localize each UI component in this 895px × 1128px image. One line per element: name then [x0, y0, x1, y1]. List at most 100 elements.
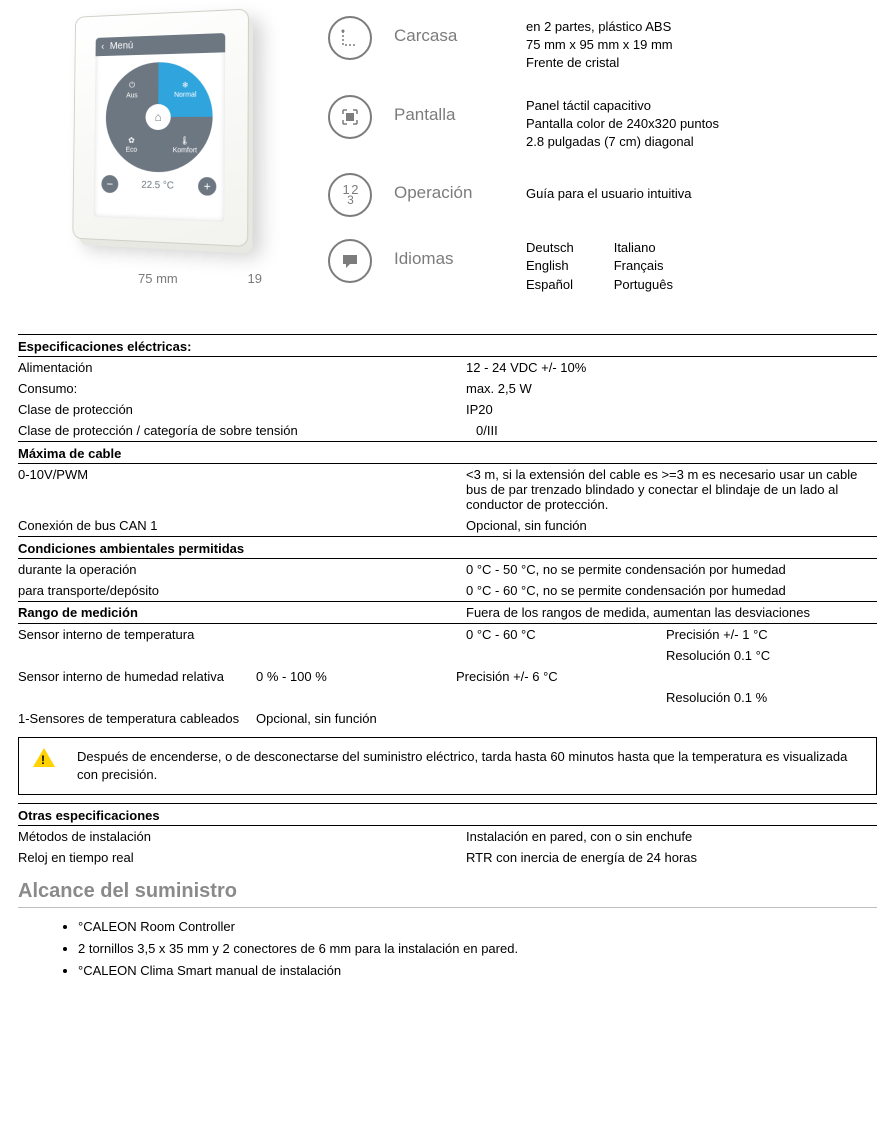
feature-desc: en 2 partes, plástico ABS 75 mm x 95 mm …	[526, 16, 673, 73]
feature-title: Idiomas	[394, 239, 504, 269]
lang-item: Italiano	[614, 239, 673, 257]
spec-label: Clase de protección / categoría de sobre…	[18, 423, 458, 438]
desc-line: en 2 partes, plástico ABS	[526, 18, 673, 36]
spec-label: Métodos de instalación	[18, 829, 458, 844]
spec-value: <3 m, si la extensión del cable es >=3 m…	[458, 467, 877, 512]
temperature-value: 22.5 °C	[141, 179, 174, 191]
spec-value: Instalación en pared, con o sin enchufe	[458, 829, 877, 844]
speech-icon	[328, 239, 372, 283]
languages-list: Deutsch English Español Italiano Françai…	[526, 239, 673, 294]
spec-value	[458, 690, 658, 705]
spec-label: Reloj en tiempo real	[18, 850, 458, 865]
spec-value: Opcional, sin función	[458, 518, 877, 533]
spec-label	[18, 648, 458, 663]
feature-desc: Guía para el usuario intuitiva	[526, 173, 691, 203]
spec-label: 0-10V/PWM	[18, 467, 458, 512]
spec-value: RTR con inercia de energía de 24 horas	[458, 850, 877, 865]
steps-icon: 1 23	[328, 173, 372, 217]
spec-headnote: Fuera de los rangos de medida, aumentan …	[458, 605, 877, 620]
dimension-width: 75 mm	[138, 271, 178, 286]
spec-ambient: Condiciones ambientales permitidas duran…	[18, 537, 877, 602]
spec-extra: Precisión +/- 6 °C	[448, 669, 877, 684]
spec-label: Alimentación	[18, 360, 458, 375]
lang-item: Français	[614, 257, 673, 275]
desc-line: 2.8 pulgadas (7 cm) diagonal	[526, 133, 719, 151]
spec-label: Clase de protección	[18, 402, 458, 417]
spec-label: durante la operación	[18, 562, 458, 577]
lang-item: English	[526, 257, 574, 275]
dimensions-icon	[328, 16, 372, 60]
note-text: Después de encenderse, o de desconectars…	[77, 749, 847, 782]
feature-carcasa: Carcasa en 2 partes, plástico ABS 75 mm …	[328, 16, 877, 73]
thermostat-header: ‹ Menú	[96, 33, 226, 56]
spec-other: Otras especificaciones Métodos de instal…	[18, 803, 877, 868]
plus-button: +	[198, 177, 216, 196]
feature-operacion: 1 23 Operación Guía para el usuario intu…	[328, 173, 877, 217]
section-heading: Máxima de cable	[18, 442, 877, 464]
lang-item: Deutsch	[526, 239, 574, 257]
spec-value: 0 °C - 60 °C	[458, 627, 658, 642]
snowflake-icon: ❄	[182, 80, 189, 89]
desc-line: Panel táctil capacitivo	[526, 97, 719, 115]
dimension-depth: 19	[248, 271, 262, 286]
supply-item: 2 tornillos 3,5 x 35 mm y 2 conectores d…	[78, 938, 877, 960]
spec-value: 0/III	[458, 423, 877, 438]
lang-item: Português	[614, 276, 673, 294]
supply-list: °CALEON Room Controller 2 tornillos 3,5 …	[78, 916, 877, 982]
supply-item: °CALEON Clima Smart manual de instalació…	[78, 960, 877, 982]
supply-item: °CALEON Room Controller	[78, 916, 877, 938]
feature-pantalla: Pantalla Panel táctil capacitivo Pantall…	[328, 95, 877, 152]
spec-value	[458, 648, 658, 663]
feature-title: Pantalla	[394, 95, 504, 125]
spec-value: IP20	[458, 402, 877, 417]
spec-extra: Resolución 0.1 °C	[658, 648, 877, 663]
screen-icon	[328, 95, 372, 139]
supply-heading: Alcance del suministro	[18, 880, 877, 908]
spec-label: 1-Sensores de temperatura cableados	[18, 711, 248, 726]
back-icon: ‹	[101, 41, 104, 52]
section-heading: Otras especificaciones	[18, 804, 877, 826]
circle-menu: ⏻ Aus ❄ Normal ✿ Eco 🌡	[105, 61, 213, 173]
lang-item: Español	[526, 276, 574, 294]
spec-label: Sensor interno de temperatura	[18, 627, 458, 642]
minus-button: −	[101, 175, 118, 193]
thermostat-screen: ‹ Menú ⏻ Aus ❄ Normal ✿	[94, 33, 226, 222]
spec-label	[18, 690, 458, 705]
spec-value: 12 - 24 VDC +/- 10%	[458, 360, 877, 375]
power-icon: ⏻	[129, 81, 135, 91]
menu-label: Menú	[110, 40, 134, 52]
spec-label: Consumo:	[18, 381, 458, 396]
feature-title: Operación	[394, 173, 504, 203]
spec-extra: Resolución 0.1 %	[658, 690, 877, 705]
desc-line: Frente de cristal	[526, 54, 673, 72]
feature-desc: Panel táctil capacitivo Pantalla color d…	[526, 95, 719, 152]
spec-value: 0 °C - 50 °C, no se permite condensación…	[458, 562, 877, 577]
leaf-icon: ✿	[128, 135, 134, 144]
thermostat-device: ‹ Menú ⏻ Aus ❄ Normal ✿	[72, 9, 249, 248]
device-image-column: ‹ Menú ⏻ Aus ❄ Normal ✿	[18, 12, 298, 294]
spec-extra: Precisión +/- 1 °C	[658, 627, 877, 642]
spec-label: Conexión de bus CAN 1	[18, 518, 458, 533]
section-heading: Condiciones ambientales permitidas	[18, 537, 877, 559]
thermometer-icon: 🌡	[180, 136, 190, 145]
warning-note: Después de encenderse, o de desconectars…	[18, 737, 877, 795]
spec-value: 0 °C - 60 °C, no se permite condensación…	[458, 583, 877, 598]
spec-label: Sensor interno de humedad relativa	[18, 669, 248, 684]
spec-electrical: Especificaciones eléctricas: Alimentació…	[18, 334, 877, 442]
spec-value: Opcional, sin función	[248, 711, 377, 726]
features-column: Carcasa en 2 partes, plástico ABS 75 mm …	[328, 12, 877, 294]
desc-line: 75 mm x 95 mm x 19 mm	[526, 36, 673, 54]
spec-value: max. 2,5 W	[458, 381, 877, 396]
device-frame: ‹ Menú ⏻ Aus ❄ Normal ✿	[68, 12, 268, 272]
spec-extra	[377, 711, 877, 726]
top-section: ‹ Menú ⏻ Aus ❄ Normal ✿	[18, 12, 877, 294]
warning-icon	[33, 748, 55, 767]
feature-idiomas: Idiomas Deutsch English Español Italiano…	[328, 239, 877, 294]
home-icon: ⌂	[145, 104, 170, 130]
desc-line: Pantalla color de 240x320 puntos	[526, 115, 719, 133]
feature-title: Carcasa	[394, 16, 504, 46]
section-heading: Especificaciones eléctricas:	[18, 335, 877, 357]
spec-cable: Máxima de cable 0-10V/PWM<3 m, si la ext…	[18, 442, 877, 537]
section-heading: Rango de medición	[18, 605, 458, 620]
spec-range: Rango de medición Fuera de los rangos de…	[18, 602, 877, 729]
